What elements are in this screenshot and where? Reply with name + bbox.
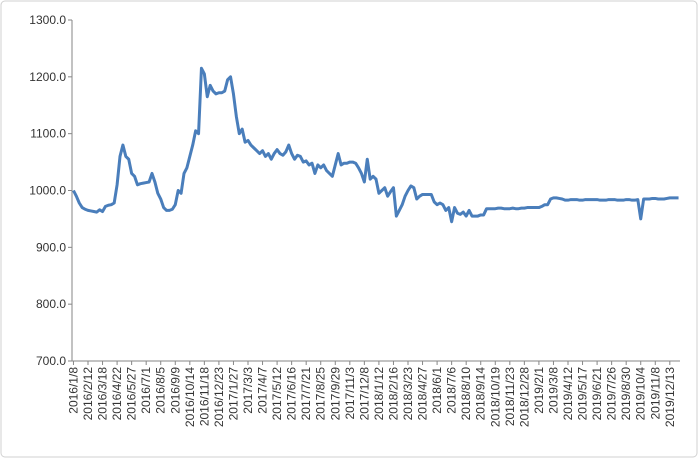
x-tick-label: 2018/4/27 — [416, 367, 430, 421]
x-tick-label: 2019/3/8 — [546, 367, 560, 414]
x-tick-label: 2017/4/7 — [256, 367, 270, 414]
x-tick-label: 2016/2/12 — [81, 367, 95, 421]
x-tick-label: 2016/9/9 — [168, 367, 182, 414]
x-tick-label: 2016/1/8 — [66, 367, 80, 414]
x-tick-label: 2016/11/18 — [197, 367, 211, 426]
x-tick-label: 2018/6/1 — [430, 367, 444, 414]
x-tick-label: 2019/10/4 — [634, 367, 648, 421]
x-tick-label: 2017/1/27 — [226, 367, 240, 421]
x-tick-label: 2019/6/21 — [590, 367, 604, 421]
y-tick-label: 1200.0 — [29, 70, 66, 84]
y-tick-label: 900.0 — [36, 240, 66, 254]
x-tick-label: 2018/7/6 — [445, 367, 459, 414]
x-tick-label: 2017/8/25 — [314, 367, 328, 421]
data-line — [72, 66, 679, 224]
x-tick-label: 2016/8/5 — [154, 367, 168, 414]
x-tick-label: 2016/3/18 — [96, 367, 110, 421]
x-tick-label: 2019/12/13 — [663, 367, 677, 427]
x-tick-label: 2019/2/1 — [532, 367, 546, 414]
x-tick-label: 2017/9/29 — [328, 367, 342, 421]
x-tick-label: 2016/12/23 — [212, 367, 226, 427]
y-tick-label: 1100.0 — [30, 127, 66, 141]
x-tick-label: 2017/11/3 — [343, 367, 357, 420]
x-tick-label: 2019/11/8 — [648, 367, 662, 420]
y-tick-label: 1000.0 — [29, 184, 66, 198]
x-tick-label: 2019/7/26 — [605, 367, 619, 421]
x-tick-label: 2019/4/12 — [561, 367, 575, 421]
x-tick-label: 2018/12/28 — [517, 367, 531, 427]
x-tick-label: 2016/4/22 — [110, 367, 124, 421]
x-tick-label: 2016/10/14 — [183, 367, 197, 427]
x-tick-label: 2019/5/17 — [576, 367, 590, 421]
x-tick-label: 2018/10/19 — [488, 367, 502, 427]
x-tick-label: 2018/1/12 — [372, 367, 386, 421]
y-tick-label: 800.0 — [36, 297, 66, 311]
x-tick-label: 2018/9/14 — [474, 367, 488, 421]
x-tick-label: 2018/8/10 — [459, 367, 473, 421]
x-tick-label: 2017/5/12 — [270, 367, 284, 421]
y-tick-label: 700.0 — [36, 354, 66, 368]
x-tick-label: 2019/8/30 — [619, 367, 633, 421]
x-tick-label: 2016/5/27 — [125, 367, 139, 421]
x-tick-label: 2017/6/16 — [285, 367, 299, 421]
x-tick-label: 2017/3/3 — [241, 367, 255, 414]
x-tick-label: 2018/3/23 — [401, 367, 415, 421]
x-tick-label: 2017/7/21 — [299, 367, 313, 421]
x-tick-label: 2017/12/8 — [357, 367, 371, 421]
x-tick-label: 2018/11/23 — [503, 367, 517, 426]
y-tick-label: 1300.0 — [29, 13, 66, 27]
x-tick-label: 2018/2/16 — [386, 367, 400, 421]
x-tick-label: 2016/7/1 — [139, 367, 153, 414]
